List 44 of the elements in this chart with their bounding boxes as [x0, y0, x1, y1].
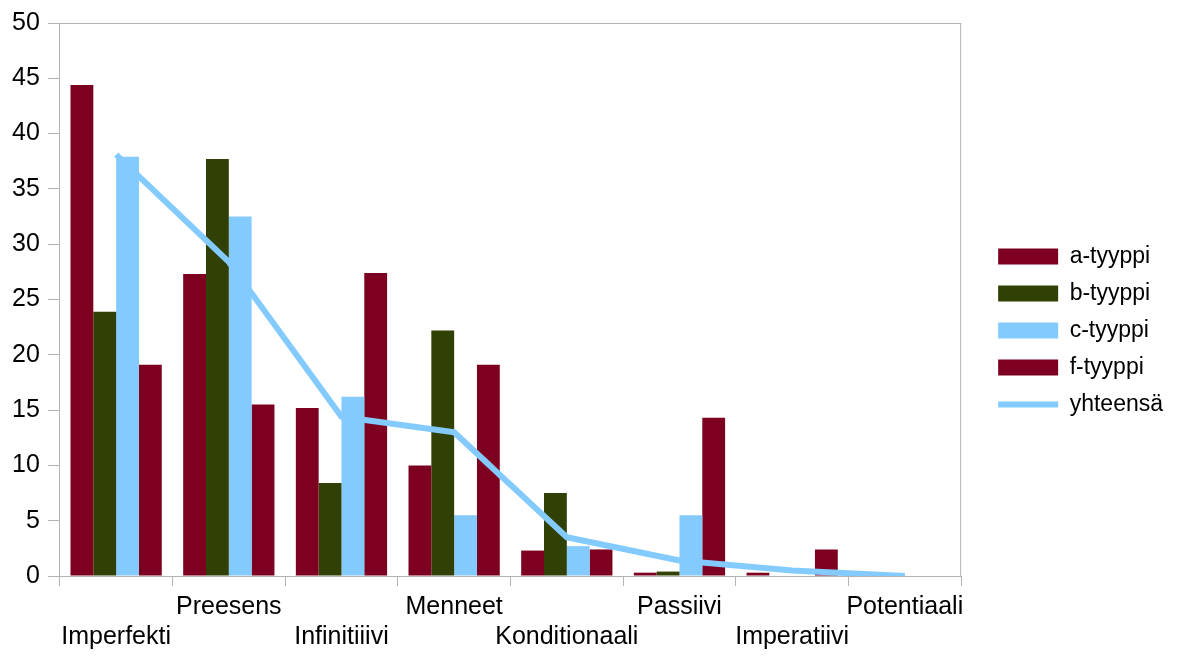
- bar: [589, 549, 613, 576]
- bar: [521, 550, 544, 576]
- x-tick-label: Konditionaali: [495, 620, 639, 649]
- x-tick-label: Passiivi: [637, 590, 722, 619]
- y-tick-label: 5: [25, 504, 40, 533]
- y-tick-label: 0: [25, 559, 40, 588]
- bar: [476, 364, 500, 576]
- x-tick-label: Imperatiivi: [735, 620, 850, 649]
- legend-label: f-tyyppi: [1069, 352, 1144, 379]
- bar: [408, 465, 432, 576]
- bar: [251, 404, 275, 576]
- y-tick-label: 40: [12, 117, 40, 146]
- bar: [633, 572, 657, 576]
- y-tick-label: 20: [12, 338, 40, 367]
- bar: [93, 311, 117, 576]
- y-tick-label: 25: [12, 283, 40, 312]
- y-tick-label: 50: [12, 6, 40, 35]
- y-tick-label: 45: [12, 62, 40, 91]
- x-tick-label: Preesens: [176, 590, 282, 619]
- bar: [454, 515, 477, 576]
- bar: [295, 407, 319, 576]
- bar: [318, 483, 342, 576]
- x-tick-label: Menneet: [405, 590, 503, 619]
- bar: [138, 364, 162, 576]
- bar: [431, 330, 455, 576]
- x-tick-label: Infinitiiivi: [294, 620, 389, 649]
- bar: [364, 272, 388, 576]
- legend-label: yhteensä: [1069, 389, 1164, 416]
- y-tick-label: 30: [12, 228, 40, 257]
- legend-label: a-tyyppi: [1069, 241, 1151, 268]
- bar: [544, 493, 567, 576]
- bar: [205, 159, 229, 576]
- x-tick-label: Potentiaali: [846, 590, 964, 619]
- bar: [183, 274, 206, 576]
- bar: [656, 571, 680, 576]
- y-tick-label: 15: [12, 393, 40, 422]
- bar: [702, 417, 726, 576]
- legend-label: b-tyyppi: [1069, 278, 1151, 305]
- y-tick-label: 35: [12, 172, 40, 201]
- x-tick-label: Imperfekti: [61, 620, 172, 649]
- y-tick-label: 10: [12, 449, 40, 478]
- bar: [70, 84, 94, 576]
- bar: [746, 572, 770, 576]
- legend-label: c-tyyppi: [1069, 315, 1149, 342]
